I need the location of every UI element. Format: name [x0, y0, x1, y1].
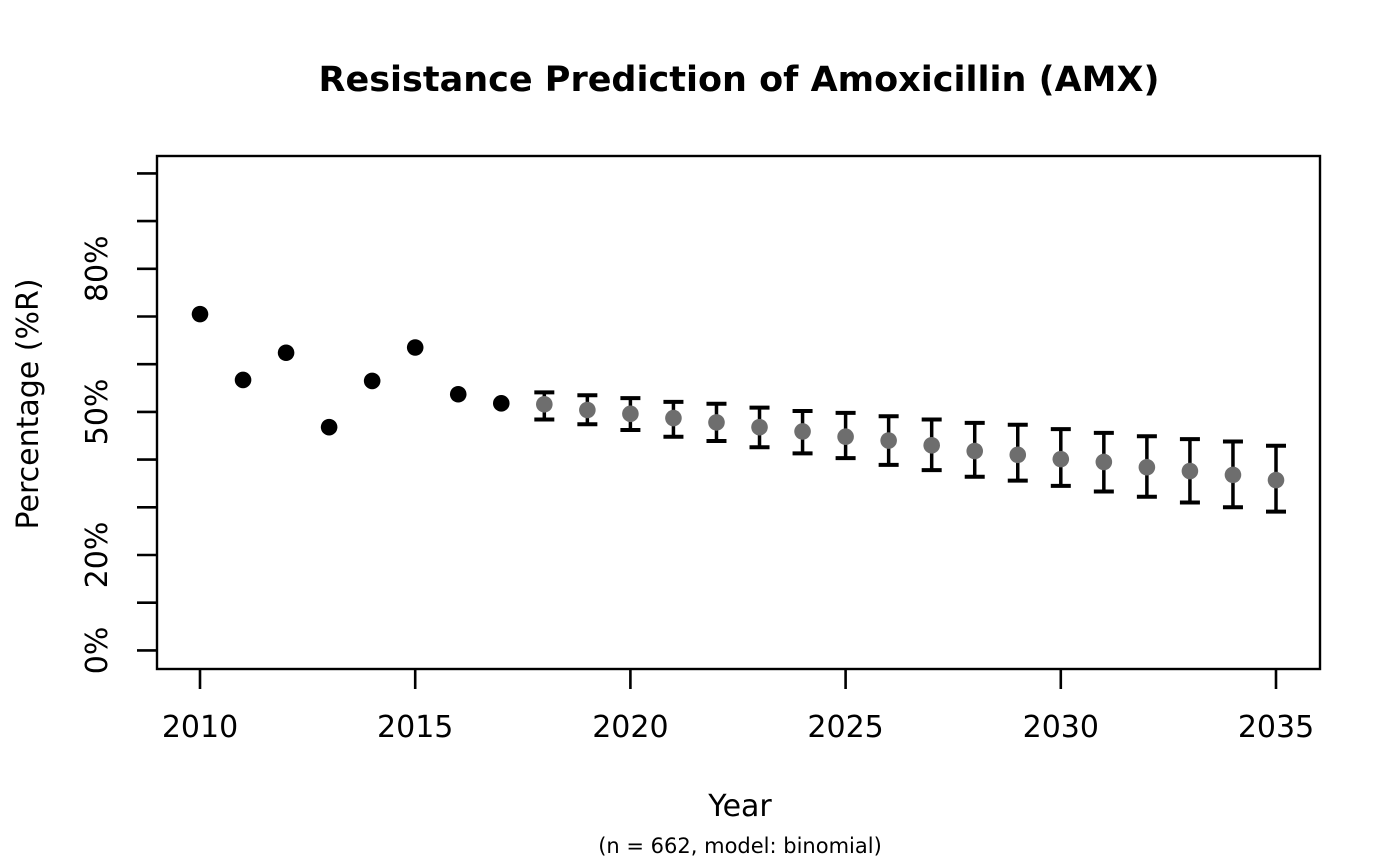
- observed-data-point: [234, 371, 252, 389]
- predicted-data-point: [665, 409, 682, 427]
- predicted-data-point: [708, 414, 725, 431]
- observed-data-point: [449, 385, 467, 403]
- predicted-data-point: [622, 405, 639, 423]
- y-tick-label: 50%: [80, 379, 115, 446]
- x-tick-label: 2030: [1023, 710, 1099, 745]
- x-tick-label: 2015: [377, 710, 453, 745]
- y-axis-label: Percentage (%R): [11, 278, 46, 529]
- chart-title: Resistance Prediction of Amoxicillin (AM…: [319, 60, 1160, 100]
- observed-data-point: [406, 339, 424, 356]
- observed-data-point: [320, 418, 338, 436]
- predicted-data-point: [1267, 471, 1285, 489]
- y-tick-label: 0%: [80, 627, 115, 675]
- predicted-data-point: [1138, 458, 1156, 476]
- predicted-data-point: [1052, 450, 1070, 468]
- predicted-data-point: [751, 418, 768, 436]
- model-subtitle: (n = 662, model: binomial): [598, 834, 882, 858]
- x-tick-label: 2010: [162, 710, 238, 745]
- x-tick-label: 2025: [807, 710, 883, 745]
- plot-frame: [155, 154, 1322, 671]
- y-tick-label: 20%: [80, 522, 115, 589]
- y-tick-label: 80%: [80, 235, 115, 302]
- observed-data-point: [363, 372, 381, 390]
- observed-data-point: [277, 344, 295, 362]
- predicted-data-point: [966, 442, 984, 460]
- observed-data-point: [492, 395, 510, 412]
- predicted-data-point: [1224, 466, 1242, 484]
- predicted-data-point: [579, 401, 596, 419]
- predicted-data-point: [923, 436, 940, 454]
- predicted-data-point: [880, 432, 897, 449]
- predicted-data-point: [794, 423, 811, 440]
- x-tick-label: 2020: [592, 710, 668, 745]
- plot-area: 0% 20% 50% 80% 2010 2015 2020 2025 2030 2035: [80, 154, 1322, 745]
- observed-data-point: [191, 305, 209, 323]
- predicted-data-point: [1181, 462, 1199, 480]
- predicted-data-point: [1009, 446, 1027, 464]
- x-tick-label: 2035: [1238, 710, 1314, 745]
- predicted-data-point: [1095, 453, 1113, 471]
- predicted-data-point: [837, 428, 854, 446]
- predicted-data-point: [536, 395, 553, 413]
- x-axis-label: Year: [707, 789, 772, 824]
